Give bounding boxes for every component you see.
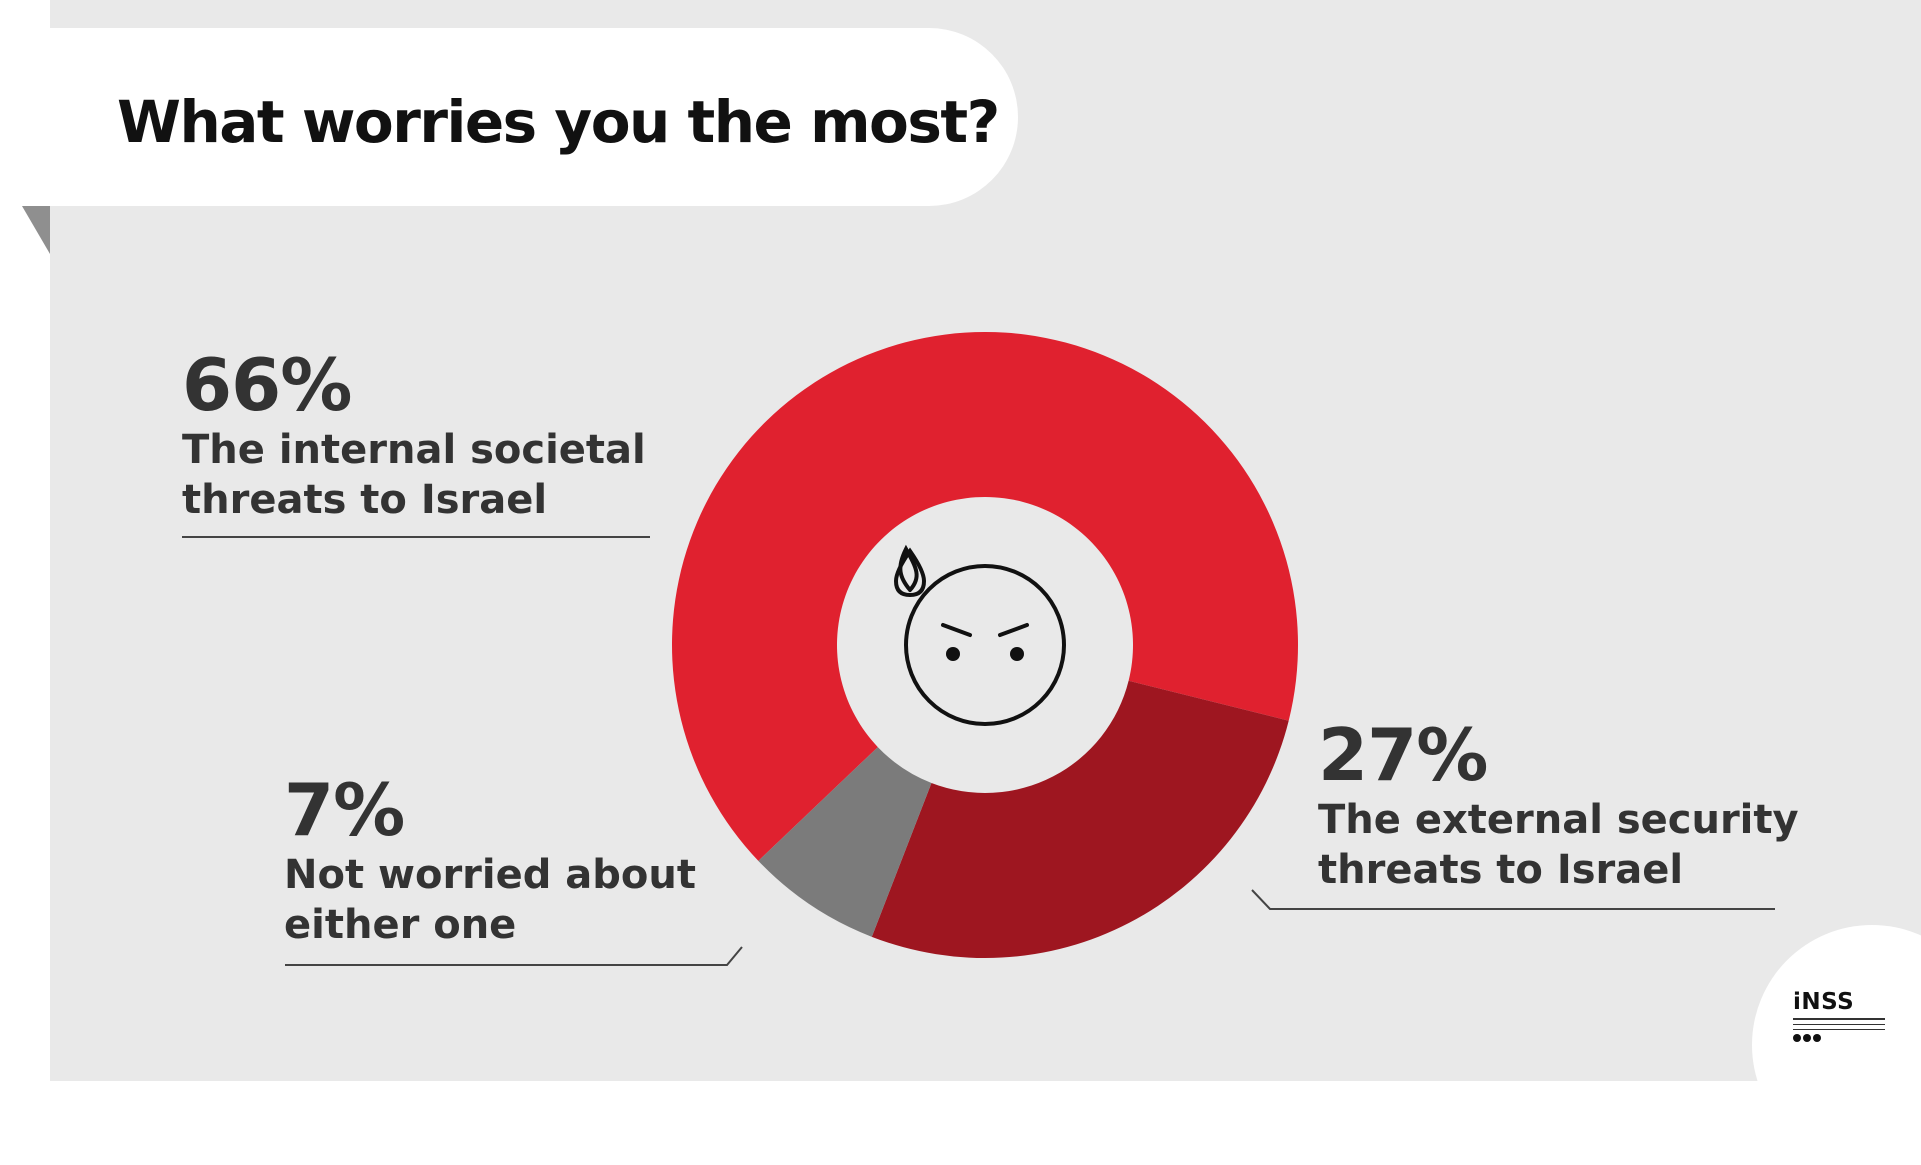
donut-chart xyxy=(672,331,1298,958)
chart-title: What worries you the most? xyxy=(117,88,1000,156)
title-card-fold xyxy=(22,206,50,254)
donut-slice xyxy=(758,747,932,937)
logo-subline xyxy=(1793,1018,1885,1020)
worried-face-icon xyxy=(893,544,1066,726)
slice-description: threats to Israel xyxy=(182,477,548,523)
title-card: What worries you the most? xyxy=(22,28,1018,206)
slice-label-internal: 66% The internal societal threats to Isr… xyxy=(182,345,646,525)
slice-value: 66% xyxy=(182,343,352,427)
slice-label-not-worried: 7% Not worried about either one xyxy=(284,770,696,950)
donut-slice xyxy=(672,331,1298,861)
slice-description: The external security xyxy=(1318,797,1799,843)
logo-subline xyxy=(1793,1029,1885,1030)
slice-description: Not worried about xyxy=(284,852,696,898)
slice-value: 7% xyxy=(284,768,405,852)
logo-dots-icon xyxy=(1793,1034,1821,1042)
slice-description: either one xyxy=(284,902,517,948)
inss-logo-icon: iNSS xyxy=(1793,990,1893,1044)
donut-slices xyxy=(672,331,1298,958)
slice-description: The internal societal xyxy=(182,427,646,473)
donut-slice xyxy=(871,680,1289,958)
slice-value: 27% xyxy=(1318,713,1488,797)
slice-description: threats to Israel xyxy=(1318,847,1684,893)
slice-label-external: 27% The external security threats to Isr… xyxy=(1318,715,1799,895)
logo-subline xyxy=(1793,1024,1885,1025)
logo-text: iNSS xyxy=(1793,989,1855,1015)
